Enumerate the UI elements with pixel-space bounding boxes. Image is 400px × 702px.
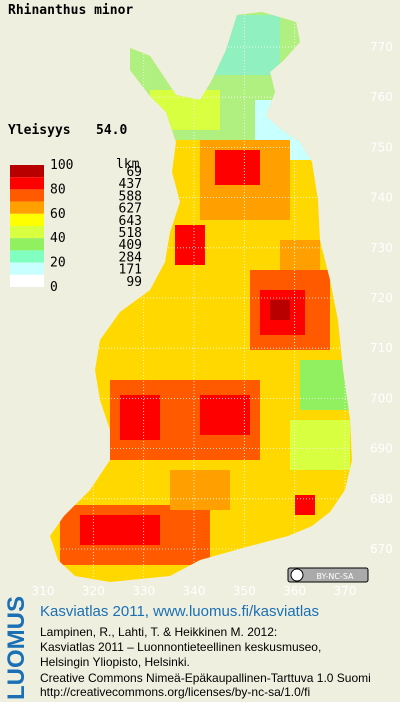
grid-label-y: 700	[370, 391, 393, 405]
legend-scale-label: 80	[50, 182, 66, 197]
grid-label-y: 750	[370, 140, 393, 154]
legend-swatch	[10, 177, 44, 190]
legend-count: 99	[126, 275, 142, 290]
legend-scale-label: 100	[50, 158, 73, 173]
grid-label-x: 330	[132, 584, 155, 598]
grid-label-x: 360	[283, 584, 306, 598]
legend-count: 643	[119, 214, 142, 229]
footer-heading: Kasviatlas 2011, www.luomus.fi/kasviatla…	[40, 603, 319, 620]
legend-count: 69	[126, 165, 142, 180]
legend-swatch	[10, 250, 44, 263]
logo: LUOMUS	[3, 596, 30, 700]
license-badge-text: BY-NC-SA	[316, 572, 354, 581]
grid-label-y: 680	[370, 492, 393, 506]
citation-line: Helsingin Yliopisto, Helsinki.	[40, 655, 190, 669]
legend-count: 171	[119, 263, 142, 278]
grid-label-x: 350	[233, 584, 256, 598]
grid-label-x: 310	[32, 584, 55, 598]
legend-swatch	[10, 262, 44, 275]
legend-scale-label: 20	[50, 256, 66, 271]
legend-swatch	[10, 226, 44, 239]
frequency-label: Yleisyys	[8, 123, 71, 138]
grid-label-y: 760	[370, 90, 393, 104]
grid-label-y: 720	[370, 291, 393, 305]
frequency-value: 54.0	[96, 123, 127, 138]
grid-label-x: 340	[183, 584, 206, 598]
legend-count: 588	[119, 189, 142, 204]
legend-count: 437	[119, 177, 142, 192]
legend-count: 409	[119, 238, 142, 253]
license-line: Creative Commons Nimeä-Epäkaupallinen-Ta…	[40, 671, 371, 685]
legend-swatch	[10, 238, 44, 251]
citation-line: Lampinen, R., Lahti, T. & Heikkinen M. 2…	[40, 625, 277, 639]
grid-label-y: 730	[370, 241, 393, 255]
footer: Lampinen, R., Lahti, T. & Heikkinen M. 2…	[40, 625, 371, 699]
legend-swatch	[10, 213, 44, 226]
legend-count: 627	[119, 202, 142, 217]
license-badge: BY-NC-SA	[287, 567, 369, 583]
legend-count: 284	[119, 250, 143, 265]
grid-label-x: 370	[334, 584, 357, 598]
grid-label-y: 770	[370, 40, 393, 54]
grid-label-y: 740	[370, 191, 393, 205]
legend-swatch	[10, 189, 44, 202]
citation-line: Kasviatlas 2011 – Luonnontieteellinen ke…	[40, 640, 321, 654]
legend-swatch	[10, 274, 44, 287]
legend-scale-label: 40	[50, 231, 66, 246]
legend-swatch	[10, 165, 44, 178]
legend-count: 518	[119, 226, 142, 241]
legend-scale-label: 60	[50, 207, 66, 222]
legend-swatch	[10, 201, 44, 214]
grid-label-y: 690	[370, 442, 393, 456]
legend-scale-label: 0	[50, 280, 58, 295]
grid-label-x: 320	[82, 584, 105, 598]
grid-label-y: 670	[370, 542, 393, 556]
count-header: lkm	[116, 157, 140, 172]
species-title: Rhinanthus minor	[8, 3, 133, 18]
grid-label-y: 710	[370, 341, 393, 355]
license-line: http://creativecommons.org/licenses/by-n…	[40, 685, 310, 699]
